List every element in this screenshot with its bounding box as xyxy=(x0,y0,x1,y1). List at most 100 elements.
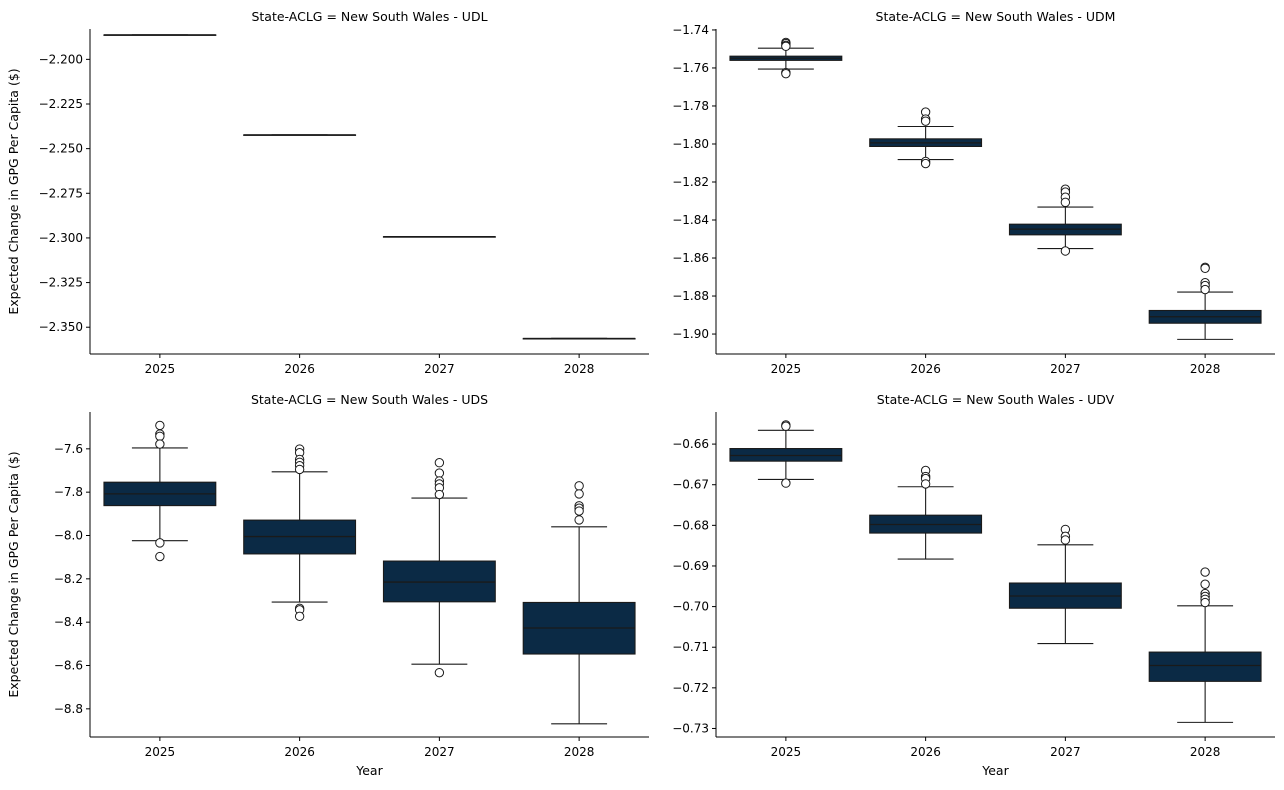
box-2027 xyxy=(382,458,496,678)
box-body xyxy=(1148,651,1262,682)
x-axis-label: Year xyxy=(981,763,1009,778)
outlier-point xyxy=(781,478,791,488)
y-tick-label: −0.70 xyxy=(672,600,709,614)
y-tick-label: −1.86 xyxy=(672,251,709,265)
y-tick-label: −7.6 xyxy=(54,442,83,456)
outlier-point xyxy=(434,458,445,468)
x-tick-label: 2025 xyxy=(771,745,802,759)
x-tick-label: 2028 xyxy=(564,362,595,376)
x-tick-label: 2025 xyxy=(145,745,176,759)
box-2028 xyxy=(522,481,636,725)
box-2025 xyxy=(103,420,217,562)
outlier-point xyxy=(920,479,931,489)
y-tick-label: −1.78 xyxy=(672,99,709,113)
outlier-point xyxy=(574,489,584,499)
facet-panel-4: State-ACLG = New South Wales - UDV −0.66 −… xyxy=(672,392,1275,778)
x-tick-label: 2026 xyxy=(910,745,941,759)
box-2027 xyxy=(382,236,496,238)
box-2027 xyxy=(1008,184,1122,256)
y-axis-label: Expected Change in GPG Per Capita ($) xyxy=(6,451,21,697)
box-2026 xyxy=(243,444,357,622)
outlier-point xyxy=(155,439,165,449)
y-tick-label: −0.67 xyxy=(672,478,709,492)
outlier-point xyxy=(155,420,165,431)
y-tick-label: −2.225 xyxy=(39,97,83,111)
box-2025 xyxy=(103,34,217,36)
x-tick-label: 2026 xyxy=(284,745,315,759)
outlier-point xyxy=(1200,579,1210,589)
y-tick-label: −1.80 xyxy=(672,137,709,151)
box-2026 xyxy=(243,134,357,136)
outlier-point xyxy=(155,431,165,441)
x-tick-label: 2025 xyxy=(771,362,802,376)
box-2026 xyxy=(869,465,983,560)
y-tick-label: −8.4 xyxy=(54,615,83,629)
outlier-point xyxy=(1060,246,1071,256)
outlier-point xyxy=(781,41,791,51)
outlier-point xyxy=(781,421,791,431)
x-tick-label: 2027 xyxy=(1050,362,1081,376)
outlier-point xyxy=(920,158,931,169)
box-2028 xyxy=(1148,567,1262,723)
outlier-point xyxy=(434,468,445,478)
x-tick-label: 2025 xyxy=(145,362,176,376)
y-tick-label: −1.88 xyxy=(672,289,709,303)
y-axis-label: Expected Change in GPG Per Capita ($) xyxy=(6,68,21,314)
panel-title: State-ACLG = New South Wales - UDS xyxy=(251,392,488,407)
y-tick-label: −0.72 xyxy=(672,681,709,695)
box-2028 xyxy=(1148,262,1262,340)
outlier-point xyxy=(434,667,445,678)
outlier-point xyxy=(434,489,445,500)
box-2025 xyxy=(729,37,843,79)
box-2025 xyxy=(729,420,843,488)
outlier-point xyxy=(574,506,584,516)
y-tick-label: −0.66 xyxy=(672,437,709,451)
y-tick-label: −0.69 xyxy=(672,559,709,573)
facet-panel-3: State-ACLG = New South Wales - UDS −7.6 −7… xyxy=(6,392,649,778)
x-tick-label: 2027 xyxy=(1050,745,1081,759)
y-tick-label: −0.68 xyxy=(672,518,709,532)
outlier-point xyxy=(574,515,584,525)
outlier-point xyxy=(155,538,165,548)
outlier-point xyxy=(1060,197,1071,208)
y-tick-label: −0.73 xyxy=(672,721,709,735)
box-2027 xyxy=(1008,524,1122,645)
panel-title: State-ACLG = New South Wales - UDL xyxy=(251,9,487,24)
x-tick-label: 2028 xyxy=(1190,362,1221,376)
x-tick-label: 2026 xyxy=(284,362,315,376)
outlier-point xyxy=(920,116,931,126)
y-tick-label: −8.8 xyxy=(54,702,83,716)
outlier-point xyxy=(574,481,584,491)
y-tick-label: −0.71 xyxy=(672,640,709,654)
x-tick-label: 2027 xyxy=(424,362,455,376)
outlier-point xyxy=(1200,284,1210,295)
y-tick-label: −2.275 xyxy=(39,186,83,200)
y-tick-label: −2.350 xyxy=(39,320,83,334)
x-axis-label: Year xyxy=(355,763,383,778)
y-tick-label: −2.200 xyxy=(39,52,83,66)
x-tick-label: 2028 xyxy=(564,745,595,759)
box-2026 xyxy=(869,107,983,169)
outlier-point xyxy=(781,68,791,79)
y-tick-label: −1.76 xyxy=(672,61,709,75)
y-tick-label: −7.8 xyxy=(54,485,83,499)
y-tick-label: −8.2 xyxy=(54,572,83,586)
x-tick-label: 2026 xyxy=(910,362,941,376)
outlier-point xyxy=(1200,567,1210,577)
outlier-point xyxy=(294,611,305,622)
outlier-point xyxy=(1200,597,1210,608)
box-2028 xyxy=(522,337,636,340)
y-tick-label: −8.0 xyxy=(54,529,83,543)
y-tick-label: −1.82 xyxy=(672,175,709,189)
facet-panel-1: State-ACLG = New South Wales - UDL −2.200… xyxy=(6,9,649,376)
outlier-point xyxy=(294,464,305,475)
outlier-point xyxy=(155,551,165,562)
panel-title: State-ACLG = New South Wales - UDM xyxy=(876,9,1116,24)
x-tick-label: 2027 xyxy=(424,745,455,759)
y-tick-label: −2.250 xyxy=(39,142,83,156)
y-tick-label: −1.74 xyxy=(672,23,709,37)
outlier-point xyxy=(1060,535,1071,545)
y-tick-label: −8.6 xyxy=(54,659,83,673)
y-tick-label: −2.325 xyxy=(39,276,83,290)
